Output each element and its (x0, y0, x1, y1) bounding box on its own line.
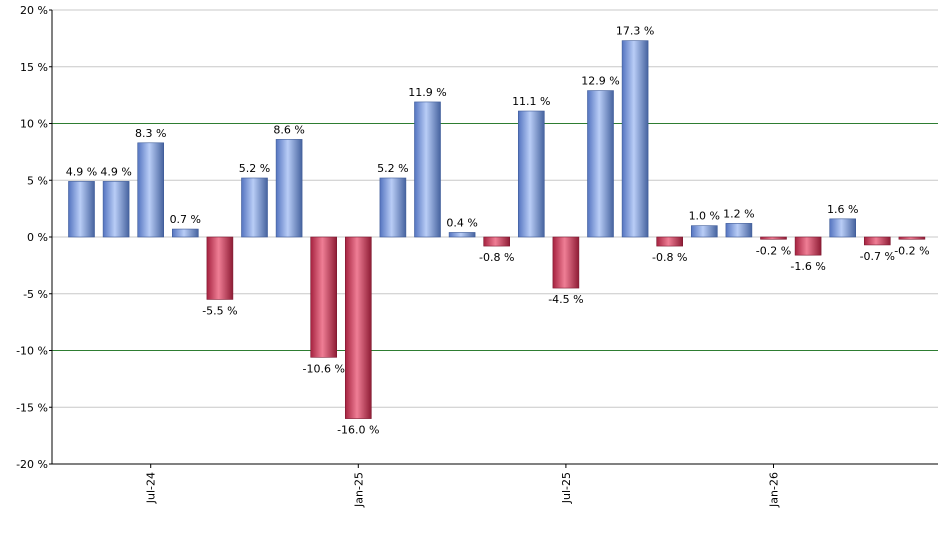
bar-negative (344, 236, 372, 419)
data-label: -16.0 % (337, 424, 379, 437)
y-tick-label: -5 % (23, 288, 48, 301)
bar-positive (414, 101, 441, 238)
data-label: -4.5 % (548, 293, 583, 306)
y-tick-label: -15 % (16, 401, 48, 414)
data-label: -1.6 % (790, 260, 825, 273)
x-tick-label: Jul-25 (560, 472, 573, 504)
bar-negative (760, 236, 787, 240)
y-tick-label: 0 % (27, 231, 48, 244)
y-tick-label: 15 % (20, 61, 48, 74)
bar-positive (621, 40, 649, 238)
bar-negative (483, 236, 511, 247)
bar-positive (241, 177, 268, 238)
data-label: -0.2 % (756, 244, 791, 257)
data-label: 1.2 % (723, 207, 754, 220)
data-label: -0.2 % (894, 244, 929, 257)
bar-positive (68, 181, 95, 238)
y-axis-ticks: 20 % 15 % 10 % 5 % 0 % -5 % -10 % -15 % -20 % (16, 4, 48, 471)
bar-positive (725, 223, 753, 238)
data-label: 1.0 % (689, 210, 720, 223)
bar-negative (898, 236, 926, 240)
bar-negative (863, 236, 891, 246)
data-label: -10.6 % (302, 362, 344, 375)
data-label: -0.8 % (479, 251, 514, 264)
bar-positive (379, 177, 407, 238)
grid-lines (52, 9, 938, 408)
bar-negative (794, 236, 822, 256)
data-label: 0.7 % (170, 213, 201, 226)
y-tick-label: 5 % (27, 174, 48, 187)
bar-positive (587, 90, 614, 238)
bar-positive (275, 139, 303, 238)
data-label: -0.8 % (652, 251, 687, 264)
data-label: 11.9 % (408, 86, 446, 99)
axes (49, 9, 938, 465)
bar-negative (656, 236, 684, 247)
data-label: -5.5 % (202, 304, 237, 317)
bar-positive (448, 232, 476, 238)
data-label: 4.9 % (66, 165, 97, 178)
data-label: 8.3 % (135, 127, 166, 140)
y-tick-label: 10 % (20, 118, 48, 131)
data-label: 11.1 % (512, 95, 550, 108)
y-tick-label: 20 % (20, 4, 48, 17)
bar-positive (172, 228, 199, 238)
bar-positive (517, 110, 545, 238)
bar-positive (690, 225, 718, 238)
x-tick-label: Jul-24 (145, 472, 158, 504)
x-tick-label: Jan-26 (768, 472, 781, 508)
data-label: 1.6 % (827, 203, 858, 216)
data-label: 5.2 % (377, 162, 408, 175)
data-label: 8.6 % (273, 123, 304, 136)
y-tick-label: -10 % (16, 345, 48, 358)
data-label: 17.3 % (616, 25, 654, 38)
data-label: -0.7 % (860, 250, 895, 263)
bar-negative (552, 236, 580, 289)
y-tick-label: -20 % (16, 458, 48, 471)
data-labels: 4.9 % 4.9 % 8.3 % 0.7 % -5.5 % 5.2 % 8.6 % -10.… (66, 25, 930, 437)
data-label: 4.9 % (100, 165, 131, 178)
bar-positive (137, 142, 164, 238)
data-label: 0.4 % (446, 216, 477, 229)
data-label: 12.9 % (581, 75, 619, 88)
bars (68, 40, 926, 419)
bar-positive (829, 218, 857, 238)
bar-positive (102, 181, 130, 238)
bar-negative (310, 236, 338, 358)
x-tick-label: Jan-25 (352, 472, 365, 508)
data-label: 5.2 % (239, 162, 270, 175)
x-axis-ticks: Jul-24 Jan-25 Jul-25 Jan-26 (145, 464, 781, 508)
bar-negative (206, 236, 234, 300)
